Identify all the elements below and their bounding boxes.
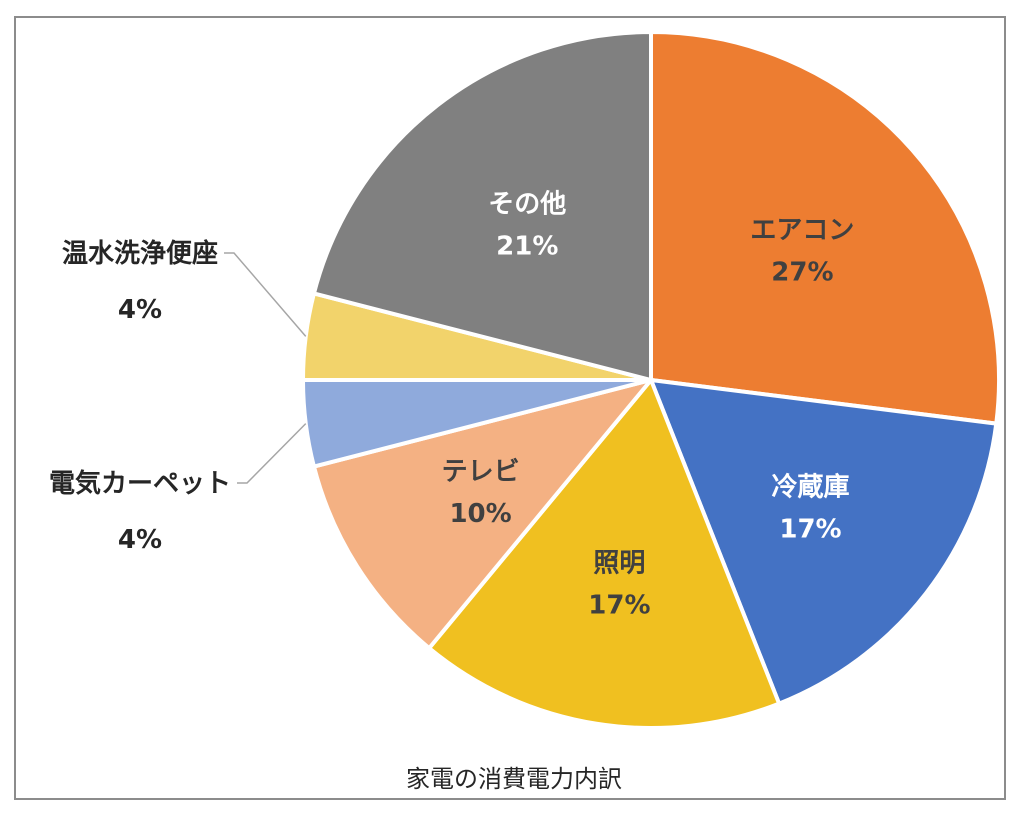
- slice-labels: エアコン 27% 冷蔵庫 17% 照明 17% テレビ 10% その他 21% 温水洗浄便座 4% 電気…: [49, 190, 854, 621]
- slice-2: [427, 378, 782, 730]
- slice-label-2: 照明: [593, 548, 645, 578]
- chart-title: 家電の消費電力内訳: [406, 765, 622, 793]
- slice-value-1: 17%: [779, 515, 841, 545]
- leader-line-4: [237, 423, 307, 484]
- slice-value-0: 27%: [771, 258, 833, 288]
- slice-1: [649, 378, 999, 706]
- slice-6: [311, 30, 653, 382]
- slice-label-5: 温水洗浄便座: [62, 238, 218, 269]
- pie-slices: [301, 30, 1001, 730]
- leader-line-5: [224, 252, 307, 337]
- slice-label-3: テレビ: [442, 457, 520, 487]
- slice-label-4: 電気カーペット: [49, 468, 231, 499]
- slice-value-2: 17%: [588, 590, 650, 620]
- slice-value-5: 4%: [118, 295, 162, 325]
- slice-label-0: エアコン: [750, 216, 854, 246]
- slice-label-1: 冷蔵庫: [771, 472, 849, 503]
- leader-lines: [224, 252, 307, 484]
- slice-value-6: 21%: [496, 232, 558, 262]
- slice-3: [311, 378, 653, 651]
- slice-value-4: 4%: [118, 525, 162, 555]
- slice-0: [649, 30, 1001, 426]
- slice-value-3: 10%: [449, 499, 511, 529]
- slice-label-6: その他: [488, 190, 566, 220]
